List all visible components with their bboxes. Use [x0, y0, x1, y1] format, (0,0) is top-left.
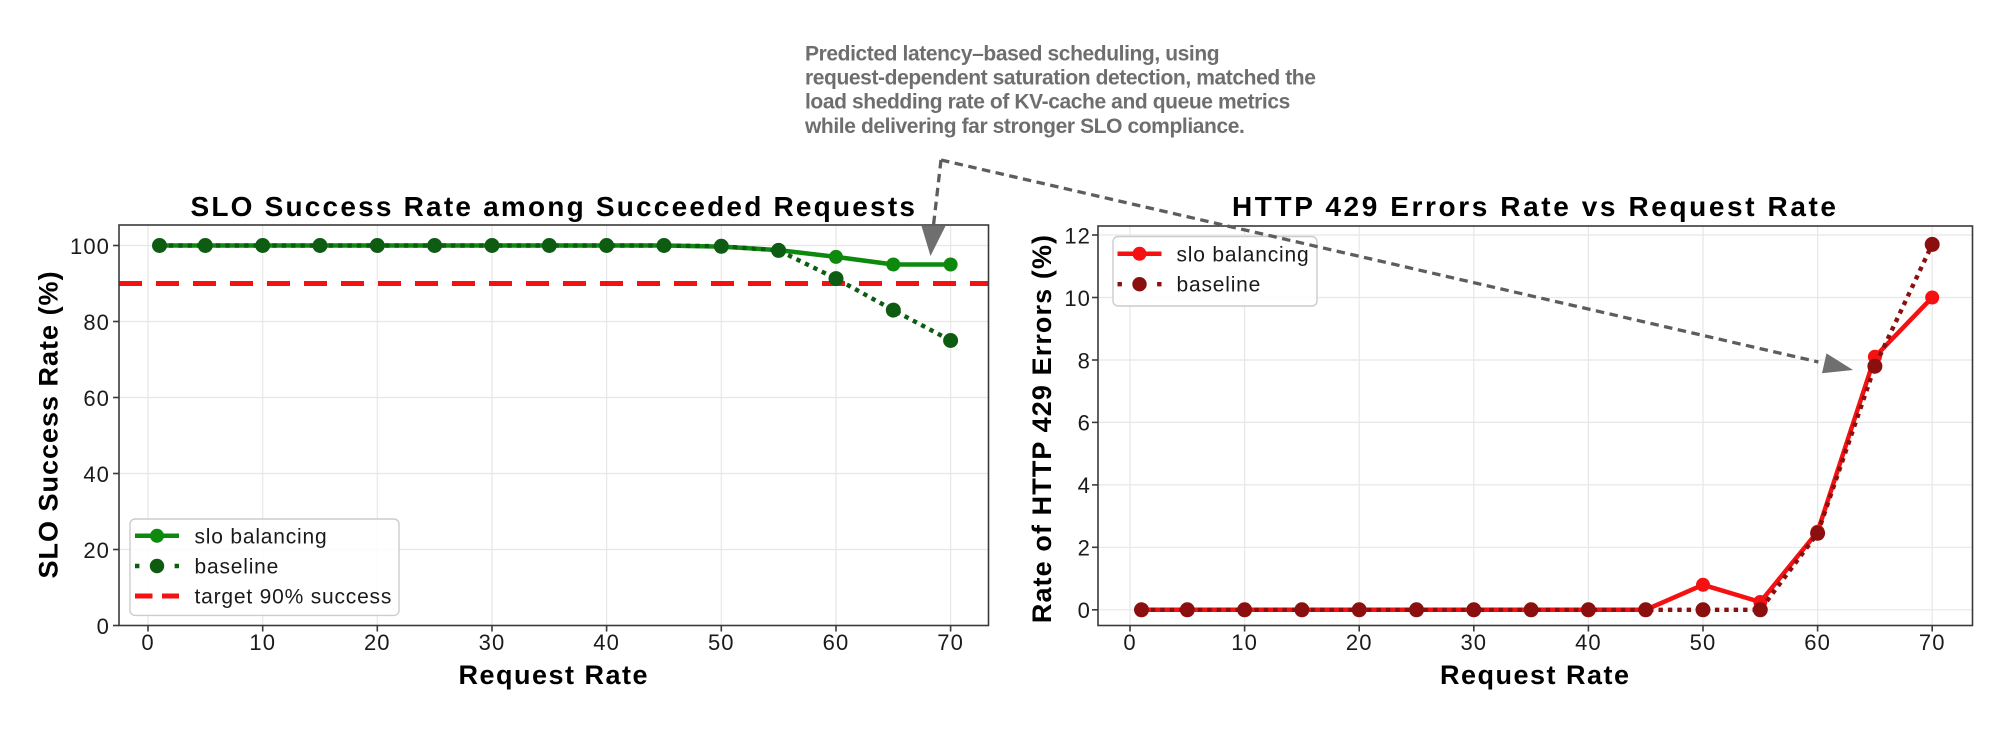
svg-text:60: 60: [823, 630, 850, 655]
svg-text:slo balancing: slo balancing: [195, 525, 328, 548]
svg-text:50: 50: [708, 630, 735, 655]
svg-text:load shedding rate of KV-cache: load shedding rate of KV-cache and queue…: [805, 91, 1290, 114]
svg-text:12: 12: [1064, 223, 1091, 248]
svg-text:60: 60: [83, 386, 110, 411]
svg-text:4: 4: [1078, 473, 1091, 498]
svg-text:HTTP 429 Errors Rate vs Reques: HTTP 429 Errors Rate vs Request Rate: [1232, 191, 1839, 222]
svg-text:20: 20: [364, 630, 391, 655]
svg-text:100: 100: [70, 234, 110, 259]
svg-text:20: 20: [1346, 630, 1373, 655]
svg-text:60: 60: [1804, 630, 1831, 655]
svg-text:8: 8: [1078, 348, 1091, 373]
svg-text:40: 40: [1575, 630, 1602, 655]
svg-text:Predicted latency–based schedu: Predicted latency–based scheduling, usin…: [805, 43, 1219, 66]
svg-text:80: 80: [83, 310, 110, 335]
svg-text:40: 40: [593, 630, 620, 655]
svg-text:Request Rate: Request Rate: [459, 660, 650, 690]
svg-text:target 90% success: target 90% success: [195, 586, 393, 609]
svg-text:Request Rate: Request Rate: [1440, 660, 1631, 690]
svg-text:baseline: baseline: [195, 556, 280, 579]
svg-text:request-dependent saturation d: request-dependent saturation detection, …: [805, 67, 1316, 90]
svg-text:0: 0: [1123, 630, 1136, 655]
svg-text:SLO Success Rate among Succeed: SLO Success Rate among Succeeded Request…: [190, 191, 917, 222]
svg-text:10: 10: [1231, 630, 1258, 655]
svg-text:30: 30: [1460, 630, 1487, 655]
svg-text:0: 0: [97, 614, 110, 639]
svg-text:10: 10: [1064, 286, 1091, 311]
svg-text:SLO Success Rate (%): SLO Success Rate (%): [34, 270, 64, 578]
svg-text:0: 0: [1078, 598, 1091, 623]
svg-text:0: 0: [141, 630, 154, 655]
svg-text:40: 40: [83, 462, 110, 487]
svg-text:20: 20: [83, 538, 110, 563]
svg-text:50: 50: [1690, 630, 1717, 655]
svg-text:while delivering far stronger: while delivering far stronger SLO compli…: [804, 115, 1244, 138]
svg-text:70: 70: [937, 630, 964, 655]
svg-text:30: 30: [479, 630, 506, 655]
svg-text:baseline: baseline: [1177, 274, 1262, 297]
svg-text:2: 2: [1078, 536, 1091, 561]
svg-text:10: 10: [249, 630, 276, 655]
svg-text:70: 70: [1919, 630, 1946, 655]
svg-text:6: 6: [1078, 411, 1091, 436]
svg-text:Rate of HTTP 429 Errors (%): Rate of HTTP 429 Errors (%): [1027, 234, 1057, 623]
svg-text:slo balancing: slo balancing: [1177, 243, 1310, 266]
